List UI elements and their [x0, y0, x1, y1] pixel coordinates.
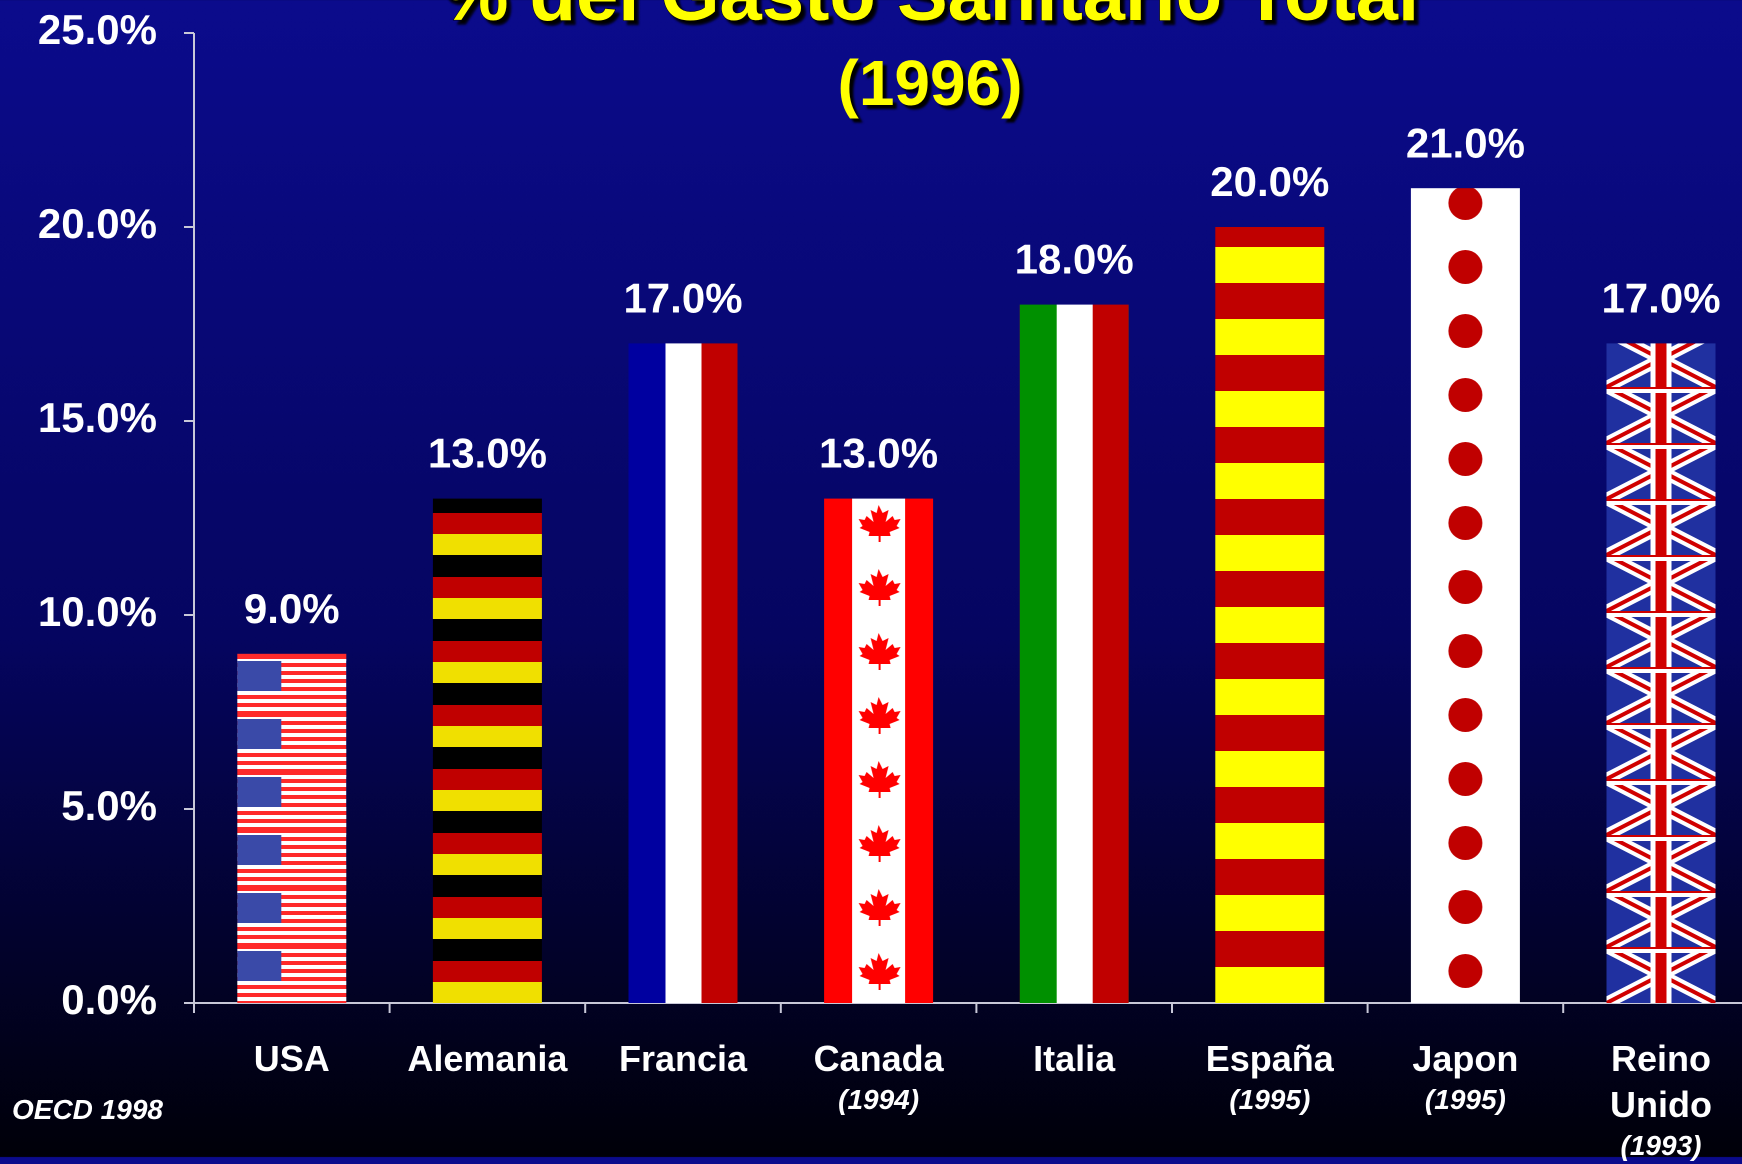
bar	[1606, 343, 1716, 1003]
bar	[824, 498, 934, 1003]
bar	[1215, 227, 1325, 1003]
category-name: Japon	[1412, 1038, 1519, 1079]
value-label: 17.0%	[1601, 274, 1720, 321]
category-label: Japon (1995)	[1370, 1036, 1560, 1118]
value-label: 21.0%	[1406, 119, 1525, 166]
category-note: (1993)	[1620, 1130, 1702, 1161]
category-name: Francia	[618, 1038, 748, 1079]
category-label: Alemania	[392, 1036, 582, 1082]
chart-subtitle: (1996)	[838, 47, 1023, 119]
category-label: Francia	[588, 1036, 778, 1082]
y-tick-label: 25.0%	[38, 6, 157, 53]
category-label: USA	[197, 1036, 387, 1082]
category-name: Alemania	[407, 1038, 568, 1079]
category-note: (1994)	[838, 1084, 920, 1115]
value-label: 18.0%	[1015, 236, 1134, 283]
category-name: Italia	[1033, 1038, 1116, 1079]
category-label: España (1995)	[1175, 1036, 1365, 1118]
category-note: (1995)	[1424, 1084, 1506, 1115]
category-label: Italia	[979, 1036, 1169, 1082]
bar	[628, 343, 738, 1003]
category-label: Canada (1994)	[784, 1036, 974, 1118]
y-tick-label: 15.0%	[38, 394, 157, 441]
value-label: 13.0%	[819, 430, 938, 477]
bar	[1410, 188, 1520, 1003]
category-note: (1995)	[1229, 1084, 1311, 1115]
value-label: 20.0%	[1210, 158, 1329, 205]
category-name: Reino Unido	[1610, 1038, 1712, 1125]
y-tick-label: 0.0%	[61, 976, 157, 1023]
category-name: Canada	[813, 1038, 944, 1079]
category-name: USA	[253, 1038, 330, 1079]
y-tick-label: 5.0%	[61, 782, 157, 829]
value-label: 13.0%	[428, 430, 547, 477]
y-tick-label: 20.0%	[38, 200, 157, 247]
category-label: Reino Unido (1993)	[1566, 1036, 1742, 1164]
source: OECD 1998	[12, 1094, 163, 1125]
category-name: España	[1205, 1038, 1334, 1079]
value-label: 17.0%	[623, 274, 742, 321]
value-label: 9.0%	[244, 585, 340, 632]
chart-title: % del Gasto Sanitario Total	[441, 0, 1419, 37]
bar	[1019, 304, 1129, 1004]
bar	[237, 653, 347, 1003]
y-tick-label: 10.0%	[38, 588, 157, 635]
bar	[432, 498, 542, 1003]
